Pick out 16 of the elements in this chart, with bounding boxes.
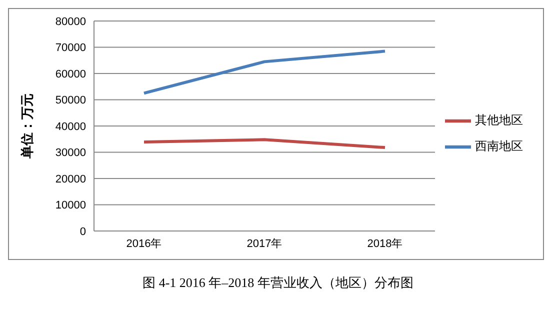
x-tick-label: 2016年 xyxy=(126,238,162,250)
legend-label: 西南地区 xyxy=(475,139,523,154)
y-tick-label: 50000 xyxy=(55,94,86,107)
y-axis-title: 单位：万元 xyxy=(20,94,35,160)
x-tick-label: 2018年 xyxy=(367,238,403,250)
y-tick-label: 60000 xyxy=(55,68,86,80)
legend-label: 其他地区 xyxy=(475,113,523,128)
y-tick-label: 0 xyxy=(80,226,86,238)
y-tick-label: 70000 xyxy=(55,42,86,54)
x-tick-label: 2017年 xyxy=(246,238,282,250)
y-tick-label: 10000 xyxy=(55,200,86,212)
y-tick-label: 80000 xyxy=(55,16,86,28)
y-tick-label: 40000 xyxy=(55,120,86,133)
caption: 图 4-1 2016 年–2018 年营业收入（地区）分布图 xyxy=(142,274,414,292)
y-tick-label: 20000 xyxy=(55,173,86,186)
y-tick-label: 30000 xyxy=(55,147,86,160)
